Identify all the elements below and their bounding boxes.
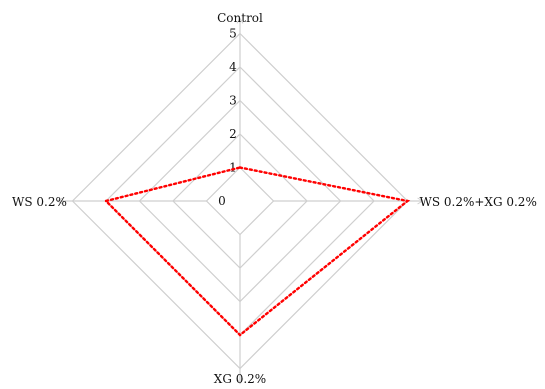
radar-axis-labels: Control WS 0.2%+XG 0.2% XG 0.2% WS 0.2% <box>12 11 537 386</box>
radar-axes <box>56 17 424 385</box>
series-point-0-2 <box>238 333 242 337</box>
tick-label-3: 3 <box>229 94 237 108</box>
axis-label-2: XG 0.2% <box>214 372 266 386</box>
axis-label-1: WS 0.2%+XG 0.2% <box>420 195 537 209</box>
grid-ring-1 <box>205 166 275 236</box>
tick-label-2: 2 <box>229 127 237 141</box>
radar-series <box>103 166 411 337</box>
series-point-0-0 <box>238 166 242 169</box>
series-point-0-3 <box>104 199 108 203</box>
tick-label-1: 1 <box>229 161 237 175</box>
radar-tick-labels: 0 1 2 3 4 5 <box>218 27 237 209</box>
axis-label-3: WS 0.2% <box>12 195 67 209</box>
axis-label-0: Control <box>217 11 263 25</box>
series-point-0-1 <box>406 199 409 203</box>
tick-label-0: 0 <box>218 194 226 208</box>
tick-label-5: 5 <box>229 27 237 41</box>
tick-label-4: 4 <box>229 60 237 74</box>
